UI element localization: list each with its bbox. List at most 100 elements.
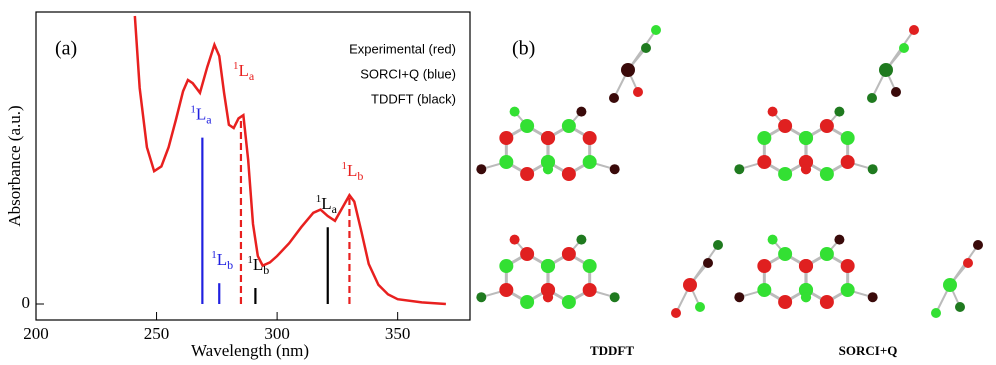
molecules xyxy=(476,25,983,318)
state-label: 1Lb xyxy=(341,160,363,183)
atom xyxy=(778,119,792,133)
atom xyxy=(799,259,813,273)
atom xyxy=(834,107,844,117)
atom xyxy=(768,107,778,117)
atom xyxy=(778,295,792,309)
state-label: 1La xyxy=(316,193,338,216)
atom xyxy=(778,167,792,181)
atom xyxy=(801,292,811,302)
label-sub: b xyxy=(357,169,363,183)
atom xyxy=(576,107,586,117)
atom xyxy=(562,247,576,261)
y-axis-label: Absorbance (a.u.) xyxy=(5,105,24,226)
x-tick-label: 200 xyxy=(23,324,49,343)
atom xyxy=(757,283,771,297)
label-main: L xyxy=(238,61,248,80)
atom xyxy=(520,295,534,309)
atom xyxy=(476,164,486,174)
atom xyxy=(541,131,555,145)
atom xyxy=(671,308,681,318)
x-tick-label: 350 xyxy=(385,324,411,343)
atom xyxy=(476,292,486,302)
atom xyxy=(583,155,597,169)
spectrum xyxy=(135,16,446,304)
atom xyxy=(955,302,965,312)
label-main: L xyxy=(217,250,227,269)
panel-label: (b) xyxy=(512,38,535,60)
atom xyxy=(868,292,878,302)
label-sub: b xyxy=(263,263,269,277)
atom xyxy=(891,87,901,97)
state-label: 1La xyxy=(233,60,255,83)
atom xyxy=(609,93,619,103)
legend-entry: SORCI+Q (blue) xyxy=(360,66,456,81)
atom xyxy=(651,25,661,35)
figure: (a) Wavelength (nm) Absorbance (a.u.) (b… xyxy=(0,0,996,365)
atom xyxy=(757,131,771,145)
atom xyxy=(820,295,834,309)
atom xyxy=(683,278,697,292)
atom xyxy=(820,119,834,133)
label-sub: b xyxy=(227,258,233,272)
atom xyxy=(520,167,534,181)
atom xyxy=(633,87,643,97)
atom xyxy=(801,164,811,174)
atom xyxy=(841,131,855,145)
atom xyxy=(867,93,877,103)
y-tick-label: 0 xyxy=(22,293,31,312)
atom xyxy=(909,25,919,35)
x-tick-label: 250 xyxy=(144,324,170,343)
label-sub: a xyxy=(332,202,338,216)
label-main: L xyxy=(196,105,206,124)
atom xyxy=(879,63,893,77)
label-main: L xyxy=(321,194,331,213)
atom xyxy=(899,43,909,53)
atom xyxy=(583,259,597,273)
atom xyxy=(541,259,555,273)
label-main: L xyxy=(347,161,357,180)
atom xyxy=(510,235,520,245)
atom xyxy=(562,295,576,309)
state-label: 1La xyxy=(190,103,212,126)
page: (a) Wavelength (nm) Absorbance (a.u.) (b… xyxy=(0,0,996,365)
atom xyxy=(520,119,534,133)
atom xyxy=(695,302,705,312)
caption: TDDFT xyxy=(590,343,634,358)
state-label: 1Lb xyxy=(211,249,233,272)
atom xyxy=(562,167,576,181)
atom xyxy=(703,258,713,268)
atom xyxy=(499,259,513,273)
atom xyxy=(757,259,771,273)
x-tick-label: 300 xyxy=(264,324,290,343)
atom xyxy=(931,308,941,318)
atom xyxy=(610,164,620,174)
atom xyxy=(543,164,553,174)
legend-entry: Experimental (red) xyxy=(349,41,456,56)
atom xyxy=(499,155,513,169)
atom xyxy=(868,164,878,174)
atom xyxy=(562,119,576,133)
atom xyxy=(734,164,744,174)
atom xyxy=(543,292,553,302)
atom xyxy=(499,131,513,145)
legend-entry: TDDFT (black) xyxy=(371,91,456,106)
state-label: 1Lb xyxy=(247,254,269,277)
label-sub: a xyxy=(249,69,255,83)
x-axis-label: Wavelength (nm) xyxy=(191,341,309,360)
atom xyxy=(641,43,651,53)
atom xyxy=(820,247,834,261)
atom xyxy=(973,240,983,250)
atom xyxy=(834,235,844,245)
label-main: L xyxy=(253,255,263,274)
atom xyxy=(583,131,597,145)
atom xyxy=(820,167,834,181)
atom xyxy=(583,283,597,297)
atom xyxy=(576,235,586,245)
atom xyxy=(768,235,778,245)
panel-label: (a) xyxy=(55,38,77,60)
atom xyxy=(621,63,635,77)
atom xyxy=(799,131,813,145)
atom xyxy=(841,283,855,297)
atom xyxy=(841,259,855,273)
atom xyxy=(499,283,513,297)
